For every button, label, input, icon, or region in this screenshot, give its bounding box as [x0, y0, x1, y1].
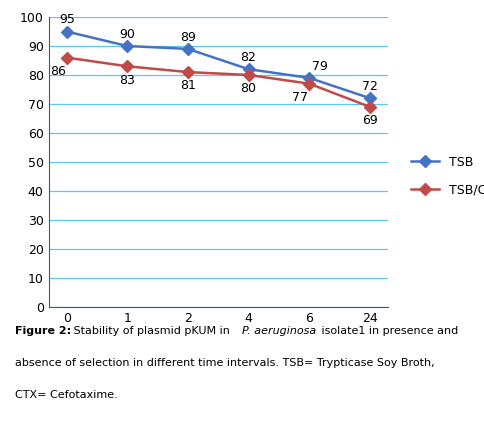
TSB	[64, 29, 70, 34]
Text: 95: 95	[59, 13, 75, 26]
TSB	[245, 66, 251, 72]
TSB/CTX	[245, 72, 251, 78]
Text: Stability of plasmid pKUM in: Stability of plasmid pKUM in	[70, 326, 233, 336]
Text: 86: 86	[49, 65, 65, 78]
TSB/CTX	[366, 104, 372, 109]
TSB	[124, 43, 130, 49]
Text: 77: 77	[291, 91, 307, 104]
Text: 72: 72	[361, 80, 377, 93]
Text: absence of selection in different time intervals. TSB= Trypticase Soy Broth,: absence of selection in different time i…	[15, 358, 433, 368]
Text: 90: 90	[119, 28, 135, 41]
TSB	[306, 75, 312, 81]
Text: P. aeruginosa: P. aeruginosa	[242, 326, 316, 336]
Legend: TSB, TSB/CTX: TSB, TSB/CTX	[410, 156, 484, 197]
Text: Figure 2:: Figure 2:	[15, 326, 71, 336]
Text: 82: 82	[240, 51, 256, 64]
Text: 79: 79	[312, 60, 327, 73]
TSB/CTX	[124, 64, 130, 69]
TSB/CTX	[185, 69, 191, 75]
TSB/CTX	[306, 81, 312, 86]
Line: TSB: TSB	[62, 27, 373, 102]
Line: TSB/CTX: TSB/CTX	[62, 53, 373, 111]
TSB/CTX	[64, 55, 70, 60]
Text: 80: 80	[240, 82, 256, 95]
Text: 81: 81	[180, 79, 196, 92]
TSB	[366, 95, 372, 101]
Text: 69: 69	[361, 114, 377, 127]
Text: isolate1 in presence and: isolate1 in presence and	[317, 326, 457, 336]
TSB	[185, 46, 191, 52]
Text: 83: 83	[119, 74, 135, 86]
Text: 89: 89	[180, 31, 196, 44]
Text: CTX= Cefotaxime.: CTX= Cefotaxime.	[15, 390, 117, 400]
